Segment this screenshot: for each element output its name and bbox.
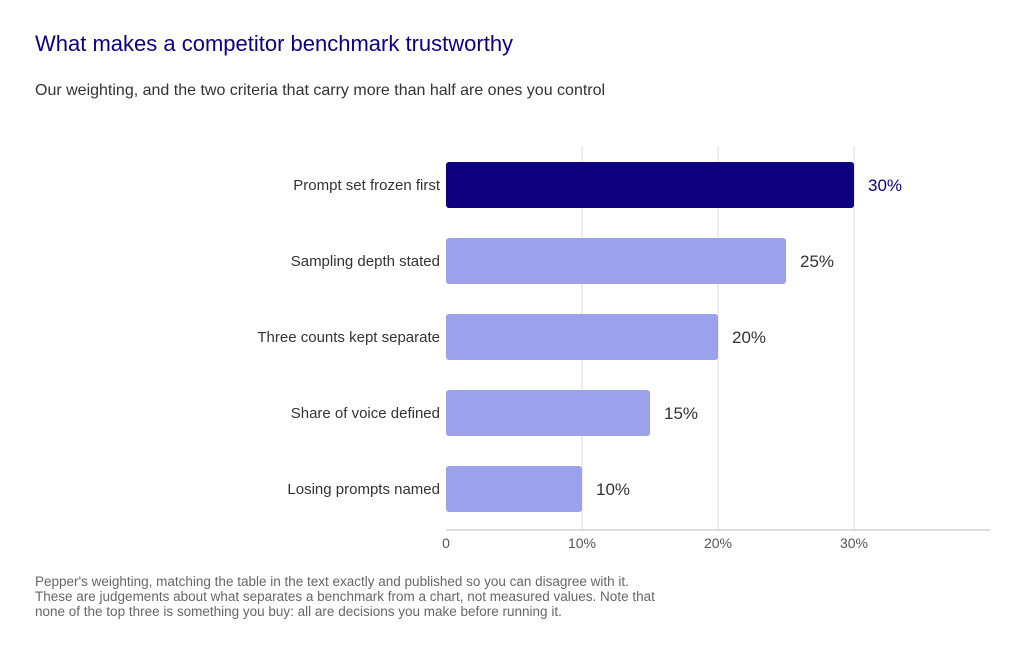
category-label: Share of voice defined — [291, 405, 440, 422]
category-label: Sampling depth stated — [291, 253, 440, 270]
category-labels: Prompt set frozen first Sampling depth st… — [257, 177, 440, 498]
x-tick-label: 20% — [704, 535, 732, 551]
category-label: Losing prompts named — [287, 481, 440, 498]
bar-chart: 0 10% 20% 30% Prompt set frozen first Sampli… — [257, 146, 990, 551]
x-tick-label: 0 — [442, 535, 450, 551]
x-tick-label: 10% — [568, 535, 596, 551]
bar — [446, 162, 854, 208]
value-labels: 30% 25% 20% 15% 10% — [596, 176, 902, 499]
value-label: 25% — [800, 252, 834, 271]
value-label: 20% — [732, 328, 766, 347]
value-label: 10% — [596, 480, 630, 499]
footnote: Pepper's weighting, matching the table i… — [35, 574, 655, 619]
bar — [446, 314, 718, 360]
x-axis-ticks: 0 10% 20% 30% — [442, 535, 868, 551]
x-tick-label: 30% — [840, 535, 868, 551]
chart-title: What makes a competitor benchmark trustw… — [35, 31, 514, 56]
value-label: 15% — [664, 404, 698, 423]
category-label: Three counts kept separate — [257, 329, 440, 346]
bar — [446, 238, 786, 284]
category-label: Prompt set frozen first — [293, 177, 441, 194]
value-label: 30% — [868, 176, 902, 195]
bar — [446, 390, 650, 436]
bars — [446, 162, 854, 512]
chart-subtitle: Our weighting, and the two criteria that… — [35, 82, 606, 99]
bar — [446, 466, 582, 512]
